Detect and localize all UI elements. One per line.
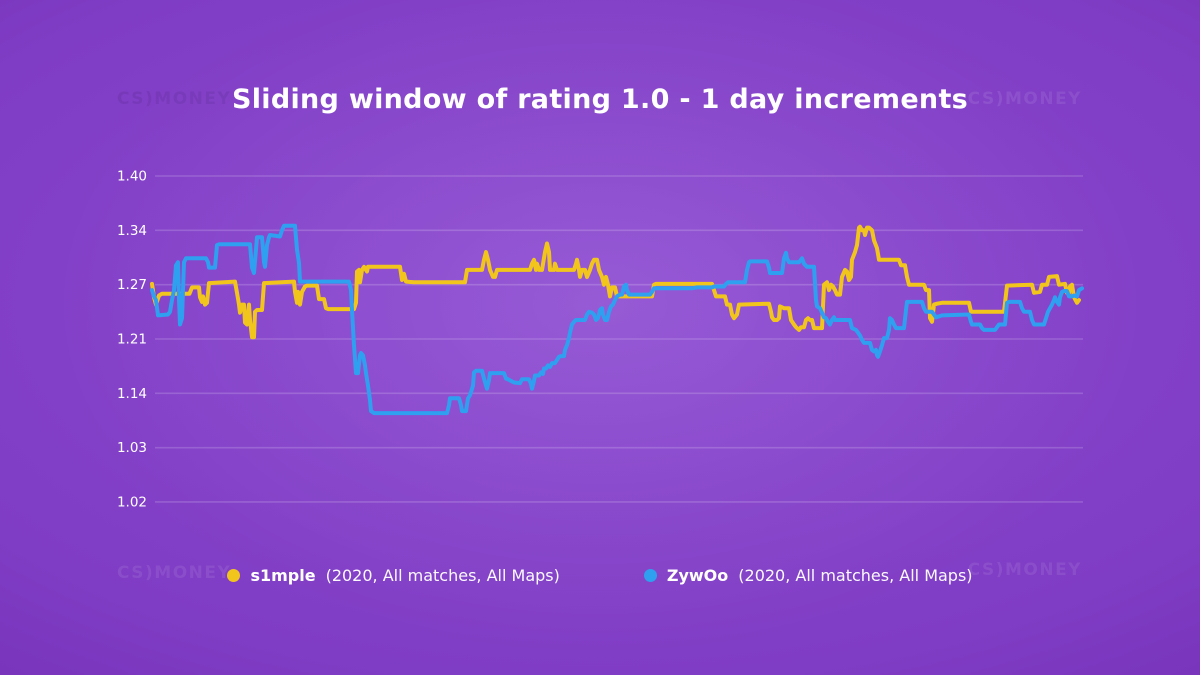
legend-dot-s1mple-icon	[227, 569, 241, 582]
y-axis-tick-label: 1.34	[117, 223, 147, 239]
legend-details-zywoo: (2020, All matches, All Maps)	[738, 566, 973, 585]
chart-title: Sliding window of rating 1.0 - 1 day inc…	[231, 84, 969, 115]
y-axis-tick-label: 1.27	[117, 277, 147, 293]
y-axis-tick-label: 1.03	[117, 440, 147, 456]
watermark-cs-money: CS)MONEY	[117, 563, 232, 583]
legend-label-zywoo: ZywOo	[666, 566, 729, 585]
legend-item-s1mple: s1mple (2020, All matches, All Maps)	[227, 566, 560, 585]
watermark-cs-money: CS)MONEY	[117, 89, 232, 109]
y-axis-tick-label: 1.02	[117, 494, 147, 510]
watermark-cs-money: CS)MONEY	[967, 560, 1082, 580]
y-axis-tick-label: 1.40	[117, 169, 147, 185]
y-axis-tick-label: 1.21	[117, 331, 147, 347]
series-line-zywoo	[150, 223, 1084, 416]
series-line-s1mple	[150, 224, 1081, 340]
legend-details-s1mple: (2020, All matches, All Maps)	[325, 566, 560, 585]
legend-label-s1mple: s1mple	[250, 566, 316, 585]
watermark-cs-money: CS)MONEY	[967, 89, 1082, 109]
legend-dot-zywoo-icon	[643, 569, 657, 582]
chart-legend: s1mple (2020, All matches, All Maps) Zyw…	[0, 566, 1200, 585]
legend-item-zywoo: ZywOo (2020, All matches, All Maps)	[643, 566, 973, 585]
y-axis-tick-label: 1.14	[117, 386, 147, 402]
